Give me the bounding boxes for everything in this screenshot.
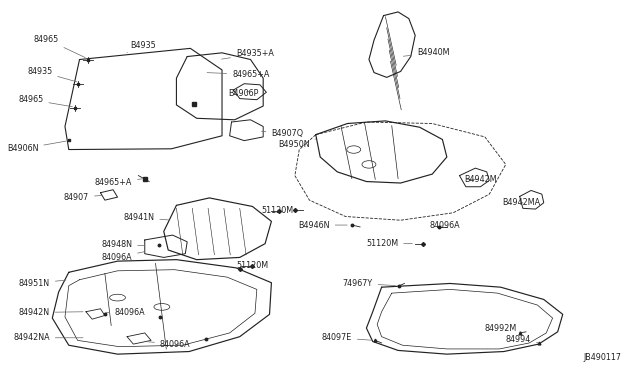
- Text: B4950N: B4950N: [278, 139, 316, 149]
- Text: B4906N: B4906N: [7, 141, 66, 153]
- Text: 51120M: 51120M: [236, 262, 268, 270]
- Text: 84965: 84965: [33, 35, 85, 58]
- Text: 84941N: 84941N: [124, 213, 170, 222]
- Text: B4942M: B4942M: [464, 175, 497, 184]
- Text: B4935+A: B4935+A: [221, 49, 274, 59]
- Text: 84096A: 84096A: [102, 252, 145, 262]
- Text: 84942N: 84942N: [19, 308, 83, 317]
- Text: 51120M: 51120M: [366, 239, 412, 248]
- Text: B4907Q: B4907Q: [262, 129, 303, 138]
- Text: 84992M: 84992M: [485, 324, 521, 333]
- Text: 51120M: 51120M: [261, 206, 293, 215]
- Text: 84907: 84907: [64, 193, 102, 202]
- Text: 84965+A: 84965+A: [207, 70, 269, 79]
- Text: 84096A: 84096A: [429, 221, 460, 230]
- Text: 84097E: 84097E: [321, 333, 371, 342]
- Text: 84951N: 84951N: [19, 279, 66, 288]
- Text: B4935: B4935: [127, 41, 156, 53]
- Text: 84965: 84965: [18, 95, 72, 107]
- Text: B4940M: B4940M: [403, 48, 449, 57]
- Text: 84948N: 84948N: [101, 240, 145, 249]
- Text: 84994: 84994: [506, 335, 539, 344]
- Text: 84965+A: 84965+A: [95, 178, 142, 187]
- Text: B4942MA: B4942MA: [502, 198, 540, 207]
- Text: 84942NA: 84942NA: [13, 333, 83, 342]
- Text: B4946N: B4946N: [298, 221, 347, 230]
- Text: 84096A: 84096A: [106, 308, 145, 317]
- Text: 74967Y: 74967Y: [342, 279, 396, 288]
- Text: 84935: 84935: [27, 67, 77, 82]
- Text: B4906P: B4906P: [228, 89, 259, 97]
- Text: 84096A: 84096A: [148, 340, 191, 349]
- Text: JB490117: JB490117: [583, 353, 621, 362]
